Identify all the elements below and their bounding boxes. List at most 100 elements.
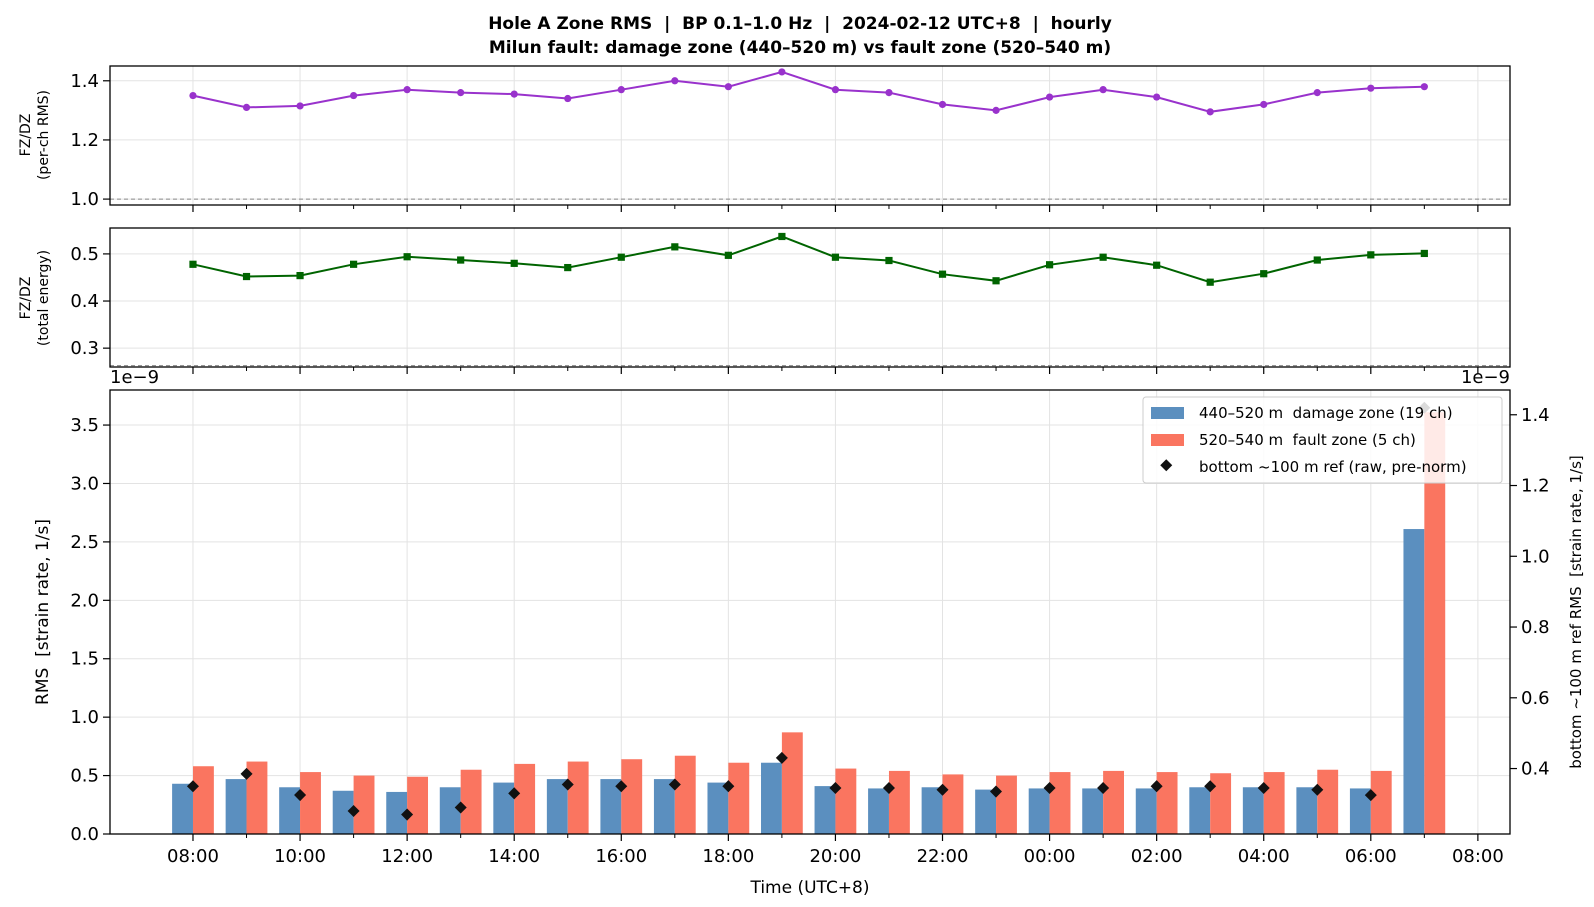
x-tick-label: 16:00: [595, 846, 647, 867]
panel-ratio-energy-ylabel-sub: (total energy): [36, 250, 52, 346]
y2-tick-label: 0.8: [1521, 617, 1550, 638]
data-point: [242, 103, 251, 112]
bottom-ref-marker: [294, 789, 307, 802]
x-tick-label: 08:00: [1452, 846, 1504, 867]
y-tick-label: 3.0: [70, 473, 99, 494]
data-point: [1367, 84, 1375, 92]
panel-rms-bars-series: [172, 412, 1446, 834]
data-point: [938, 270, 947, 278]
data-point: [992, 106, 1000, 114]
bar-damage-zone: [386, 791, 408, 834]
bar-fault-zone: [1317, 769, 1339, 834]
x-tick-label: 06:00: [1345, 846, 1397, 867]
bar-fault-zone: [1049, 772, 1071, 834]
panel-ratio-rms-grid: [110, 66, 1510, 205]
bottom-ref-marker: [722, 780, 735, 793]
bar-damage-zone: [1028, 788, 1050, 834]
bar-fault-zone: [300, 772, 321, 834]
chart-title-line2: Milun fault: damage zone (440–520 m) vs …: [489, 38, 1111, 58]
data-point: [938, 100, 947, 109]
data-point: [457, 89, 465, 97]
y2-tick-label: 1.0: [1521, 546, 1550, 567]
y-scale-label: 1e−9: [110, 367, 159, 388]
bar-damage-zone: [868, 788, 889, 834]
data-point: [1313, 256, 1321, 264]
data-point: [403, 86, 411, 94]
x-axis-label: Time (UTC+8): [749, 878, 869, 898]
x-tick-label: 12:00: [381, 846, 433, 867]
bar-fault-zone: [674, 755, 696, 834]
bar-fault-zone: [1370, 770, 1392, 834]
bar-damage-zone: [921, 787, 943, 834]
y-tick-label: 0.0: [70, 824, 99, 845]
x-tick-label: 08:00: [167, 846, 219, 867]
ratio-rms-series-line: [192, 70, 1425, 113]
bar-fault-zone: [888, 770, 910, 834]
chart-title-line1: Hole A Zone RMS | BP 0.1–1.0 Hz | 2024-0…: [488, 14, 1112, 34]
data-point: [1045, 93, 1054, 101]
bar-fault-zone: [407, 776, 429, 834]
bar-fault-zone: [835, 768, 857, 834]
data-point: [296, 102, 304, 110]
panel-ratio-rms-ylabel-sub: (per-ch RMS): [36, 90, 52, 180]
bar-damage-zone: [1242, 787, 1264, 834]
data-point: [1313, 89, 1321, 97]
bar-fault-zone: [1424, 412, 1446, 834]
data-point: [885, 256, 893, 265]
y2-scale-label: 1e−9: [1461, 367, 1510, 388]
panel-rms-bars: 0.0 0.5 1.0 1.5 2.0 2.5 3.0 3.5 0.4 0.6 0.8 1.0 1.2…: [33, 367, 1585, 898]
bar-damage-zone: [975, 789, 997, 834]
data-point: [831, 86, 840, 94]
bar-fault-zone: [353, 775, 375, 834]
bottom-ref-marker: [1097, 782, 1110, 795]
data-point: [724, 251, 732, 259]
legend-label-damage-zone: 440–520 m damage zone (19 ch): [1199, 404, 1453, 422]
data-point: [1153, 93, 1161, 101]
bottom-ref-marker: [989, 785, 1003, 798]
bar-damage-zone: [172, 783, 193, 834]
data-point: [831, 253, 840, 261]
y-tick-label: 1.4: [70, 71, 99, 92]
panel-ratio-energy: 0.3 0.4 0.5 FZ/DZ (total energy): [18, 227, 1511, 374]
x-tick-label: 04:00: [1238, 846, 1290, 867]
y-tick-label: 0.5: [70, 766, 99, 787]
data-point: [189, 260, 197, 268]
bar-damage-zone: [1349, 788, 1371, 834]
panel-ratio-rms: 1.0 1.2 1.4 FZ/DZ (per-ch RMS): [18, 65, 1511, 212]
bottom-ref-marker: [775, 751, 788, 764]
x-tick-label: 02:00: [1131, 846, 1183, 867]
bar-damage-zone: [1135, 788, 1157, 834]
data-point: [617, 253, 625, 261]
bottom-ref-marker: [1204, 780, 1217, 793]
data-point: [510, 259, 518, 267]
data-point: [992, 277, 1000, 285]
bottom-ref-marker: [401, 808, 414, 821]
data-point: [1420, 249, 1428, 258]
bar-damage-zone: [1082, 788, 1104, 834]
bar-damage-zone: [439, 787, 461, 834]
data-point: [403, 253, 411, 261]
bar-damage-zone: [1189, 787, 1211, 834]
bar-fault-zone: [246, 761, 268, 834]
ratio-energy-series-markers: [189, 232, 1428, 286]
ratio-energy-series-line: [192, 235, 1425, 284]
bar-fault-zone: [460, 769, 482, 834]
bar-damage-zone: [546, 779, 568, 834]
bar-damage-zone: [279, 787, 301, 834]
y-tick-label: 3.5: [70, 415, 99, 436]
y-tick-label: 0.5: [70, 244, 99, 265]
legend: 440–520 m damage zone (19 ch) 520–540 m …: [1142, 396, 1503, 484]
data-point: [617, 86, 625, 94]
data-point: [1206, 108, 1214, 116]
legend-swatch-fault-zone: [1151, 434, 1184, 446]
bar-fault-zone: [192, 766, 214, 834]
panel-ratio-energy-y-ticks: 0.3 0.4 0.5: [70, 244, 110, 359]
data-point: [564, 263, 572, 272]
y-tick-label: 1.2: [70, 130, 99, 151]
bar-fault-zone: [942, 774, 964, 834]
y-axis-label: RMS [strain rate, 1/s]: [33, 519, 53, 705]
y2-tick-label: 0.6: [1521, 688, 1550, 709]
bar-fault-zone: [781, 732, 803, 834]
bar-damage-zone: [600, 779, 622, 834]
